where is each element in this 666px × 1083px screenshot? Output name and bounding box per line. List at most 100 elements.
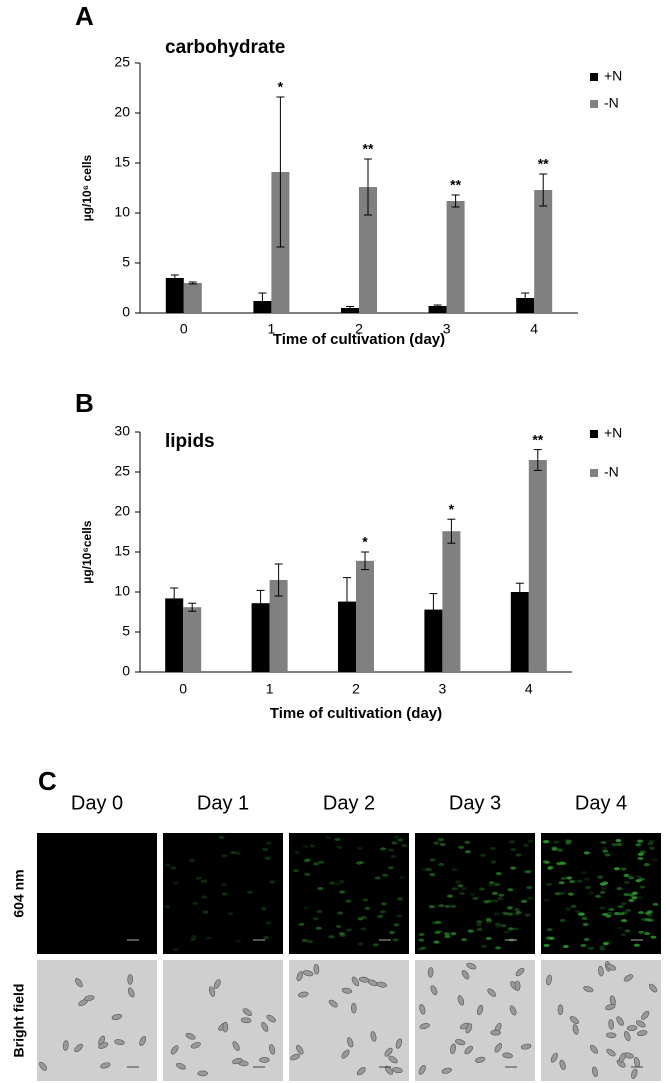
fluorescent-cell	[170, 866, 177, 870]
fluorescent-cell	[583, 877, 590, 881]
column-header: Day 3	[449, 792, 501, 814]
fluorescent-cell	[227, 912, 234, 916]
fluorescent-cell	[651, 858, 658, 862]
error-bar	[533, 449, 542, 471]
fluorescent-cell	[506, 912, 513, 916]
fluorescent-cell	[513, 908, 520, 912]
fluorescent-cell	[218, 835, 225, 839]
fluorescent-cell	[507, 927, 514, 931]
fluorescent-cell	[392, 938, 399, 942]
fluorescent-cell	[315, 926, 322, 930]
fluorescent-cell	[647, 913, 654, 917]
fluorescent-cell	[388, 848, 395, 852]
y-tick-label: 5	[122, 623, 130, 639]
fluorescence-image	[163, 833, 283, 954]
fluorescent-cell	[624, 880, 631, 884]
fluorescent-cell	[650, 935, 657, 939]
fluorescent-cell	[317, 886, 324, 891]
fluorescent-cell	[567, 892, 574, 896]
y-tick-label: 15	[114, 543, 130, 559]
fluorescent-cell	[480, 944, 487, 948]
cell	[232, 1058, 243, 1065]
fluorescent-cell	[309, 844, 316, 848]
fluorescent-cell	[638, 930, 645, 934]
fluorescent-cell	[500, 924, 507, 928]
fluorescent-cell	[566, 839, 573, 844]
fluorescent-cell	[172, 947, 179, 952]
fluorescent-cell	[543, 898, 550, 902]
fluorescent-cell	[220, 883, 227, 887]
cell	[419, 1004, 426, 1015]
fluorescent-cell	[380, 847, 387, 851]
fluorescent-cell	[438, 904, 445, 908]
cell	[75, 978, 83, 988]
fluorescent-cell	[620, 867, 627, 871]
y-tick-label: 10	[114, 583, 130, 599]
fluorescent-cell	[577, 912, 584, 916]
fluorescent-cell	[418, 932, 425, 937]
fluorescent-cell	[434, 930, 441, 935]
legend-swatch	[590, 100, 598, 108]
fluorescent-cell	[325, 835, 332, 840]
fluorescent-cell	[646, 910, 653, 914]
fluorescent-cell	[164, 905, 171, 909]
fluorescent-cell	[328, 935, 335, 939]
fluorescent-cell	[401, 843, 408, 848]
fluorescent-cell	[361, 915, 368, 919]
fluorescent-cell	[559, 918, 566, 923]
y-tick-label: 0	[122, 304, 130, 320]
fluorescent-cell	[438, 862, 445, 866]
fluorescent-cell	[515, 853, 522, 857]
fluorescent-cell	[515, 911, 522, 915]
fluorescent-cell	[543, 839, 550, 844]
fluorescent-cell	[620, 933, 627, 937]
fluorescent-cell	[172, 881, 179, 885]
cell	[100, 1062, 111, 1069]
bar	[442, 531, 461, 672]
fluorescent-cell	[494, 882, 501, 887]
fluorescent-cell	[292, 869, 299, 873]
fluorescent-cell	[631, 891, 638, 895]
cell	[441, 1067, 452, 1074]
cell	[111, 1013, 123, 1021]
fluorescent-cell	[312, 917, 319, 921]
cell	[175, 1062, 186, 1070]
fluorescent-cell	[637, 856, 644, 861]
fluorescent-cell	[574, 910, 581, 914]
legend-swatch	[590, 73, 598, 81]
cell	[351, 976, 360, 987]
fluorescent-cell	[604, 853, 611, 857]
fluorescent-cell	[192, 901, 199, 905]
fluorescent-cell	[490, 860, 497, 864]
fluorescent-cell	[265, 841, 272, 845]
cell	[520, 1043, 532, 1050]
fluorescent-cell	[328, 881, 335, 885]
cell	[466, 962, 477, 970]
x-tick-label: 4	[530, 321, 538, 337]
fluorescent-cell	[464, 850, 471, 854]
fluorescent-cell	[601, 846, 608, 850]
cell	[635, 1020, 646, 1028]
x-tick-label: 3	[439, 681, 447, 697]
cell	[418, 1065, 426, 1075]
error-bar	[274, 563, 283, 597]
fluorescent-cell	[485, 916, 492, 921]
fluorescent-cell	[506, 906, 513, 910]
fluorescent-cell	[485, 920, 492, 924]
brightfield-image	[37, 960, 157, 1081]
fluorescent-cell	[303, 859, 310, 863]
fluorescent-cell	[649, 846, 656, 850]
fluorescent-cell	[497, 897, 504, 901]
panel-label: C	[38, 766, 57, 796]
fluorescent-cell	[617, 904, 624, 909]
error-bar	[451, 194, 460, 208]
bar	[534, 190, 553, 313]
fluorescent-cell	[230, 850, 237, 855]
brightfield-image	[163, 960, 283, 1081]
x-tick-label: 1	[268, 321, 276, 337]
fluorescent-cell	[580, 943, 587, 948]
cell	[328, 999, 338, 1008]
fluorescence-image	[415, 833, 535, 954]
error-bar	[447, 518, 456, 544]
